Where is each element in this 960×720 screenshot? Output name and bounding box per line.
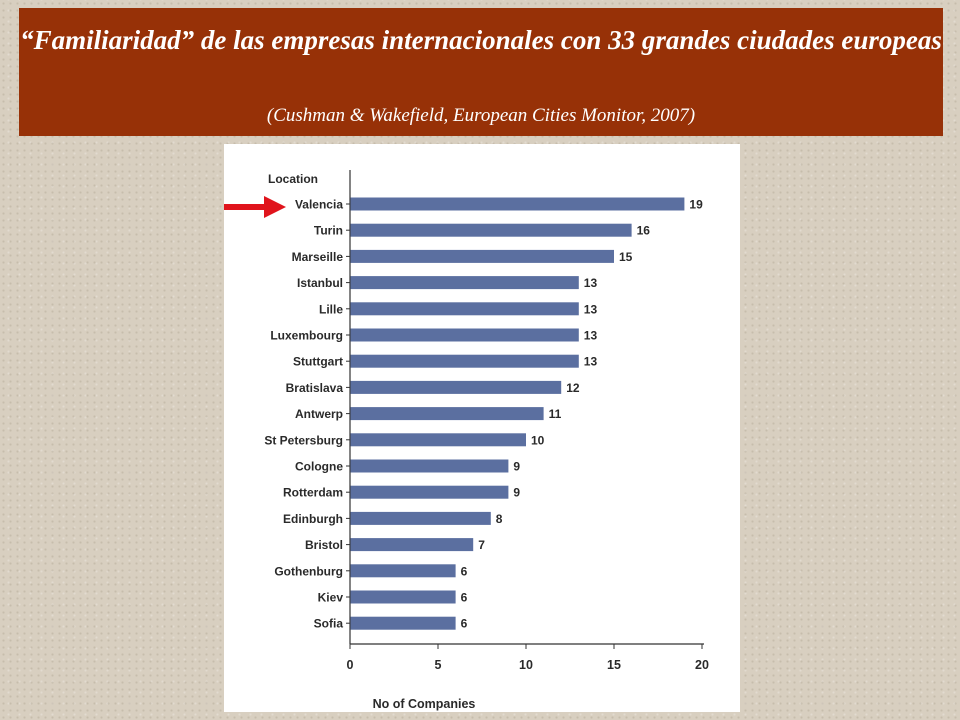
value-label-st-petersburg: 10: [531, 433, 545, 447]
bar-edinburgh: [350, 511, 491, 525]
category-label-valencia: Valencia: [295, 198, 343, 212]
highlight-arrow-icon: [224, 196, 286, 218]
value-label-cologne: 9: [513, 460, 520, 474]
bar-marseille: [350, 249, 614, 263]
bar-stuttgart: [350, 354, 579, 368]
category-label-cologne: Cologne: [295, 460, 343, 474]
source-citation: (Cushman & Wakefield, European Cities Mo…: [266, 105, 696, 126]
category-axis-title: Location: [268, 172, 318, 186]
value-label-stuttgart: 13: [584, 355, 598, 369]
category-label-stuttgart: Stuttgart: [293, 355, 343, 369]
category-label-gothenburg: Gothenburg: [274, 564, 343, 578]
bar-cologne: [350, 459, 509, 473]
x-tick-label-10: 10: [519, 658, 533, 672]
bar-st-petersburg: [350, 433, 526, 447]
bar-kiev: [350, 590, 456, 604]
value-label-istanbul: 13: [584, 276, 598, 290]
value-label-antwerp: 11: [549, 407, 562, 421]
bar-gothenburg: [350, 564, 456, 578]
bar-lille: [350, 302, 579, 316]
value-label-bristol: 7: [478, 538, 485, 552]
value-label-edinburgh: 8: [496, 512, 503, 526]
value-label-turin: 16: [637, 224, 651, 238]
bar-valencia: [350, 197, 685, 211]
value-label-marseille: 15: [619, 250, 633, 264]
value-label-gothenburg: 6: [461, 564, 468, 578]
value-label-sofia: 6: [461, 617, 468, 631]
x-tick-label-20: 20: [695, 658, 709, 672]
x-tick-label-5: 5: [435, 658, 442, 672]
bar-chart: Location Valencia 19 Turin 16 Marseille 15 Ista…: [264, 170, 709, 711]
chart-panel: Location Valencia 19 Turin 16 Marseille 15 Ista…: [224, 144, 740, 712]
category-label-lille: Lille: [319, 302, 343, 316]
value-label-valencia: 19: [689, 198, 703, 212]
bar-sofia: [350, 616, 456, 630]
bar-antwerp: [350, 407, 544, 421]
x-tick-label-0: 0: [347, 658, 354, 672]
bar-bristol: [350, 538, 474, 552]
category-label-edinburgh: Edinburgh: [283, 512, 343, 526]
category-label-turin: Turin: [314, 224, 343, 238]
slide-title: “Familiaridad” de las empresas internaci…: [20, 25, 942, 55]
bar-luxembourg: [350, 328, 579, 342]
bar-istanbul: [350, 276, 579, 290]
value-label-rotterdam: 9: [513, 486, 520, 500]
value-label-bratislava: 12: [566, 381, 580, 395]
x-tick-label-15: 15: [607, 658, 621, 672]
value-label-kiev: 6: [461, 591, 468, 605]
category-label-st-petersburg: St Petersburg: [264, 433, 343, 447]
category-label-istanbul: Istanbul: [297, 276, 343, 290]
category-label-kiev: Kiev: [318, 591, 344, 605]
category-label-bristol: Bristol: [305, 538, 343, 552]
category-label-sofia: Sofia: [314, 617, 344, 631]
value-label-lille: 13: [584, 302, 598, 316]
value-label-luxembourg: 13: [584, 329, 598, 343]
category-label-antwerp: Antwerp: [295, 407, 343, 421]
category-label-marseille: Marseille: [292, 250, 344, 264]
category-label-rotterdam: Rotterdam: [283, 486, 343, 500]
category-label-luxembourg: Luxembourg: [270, 329, 343, 343]
bar-rotterdam: [350, 485, 509, 499]
x-axis-title: No of Companies: [373, 697, 476, 711]
bar-bratislava: [350, 380, 562, 394]
category-label-bratislava: Bratislava: [286, 381, 344, 395]
title-banner: “Familiaridad” de las empresas internaci…: [19, 8, 943, 136]
bar-turin: [350, 223, 632, 237]
